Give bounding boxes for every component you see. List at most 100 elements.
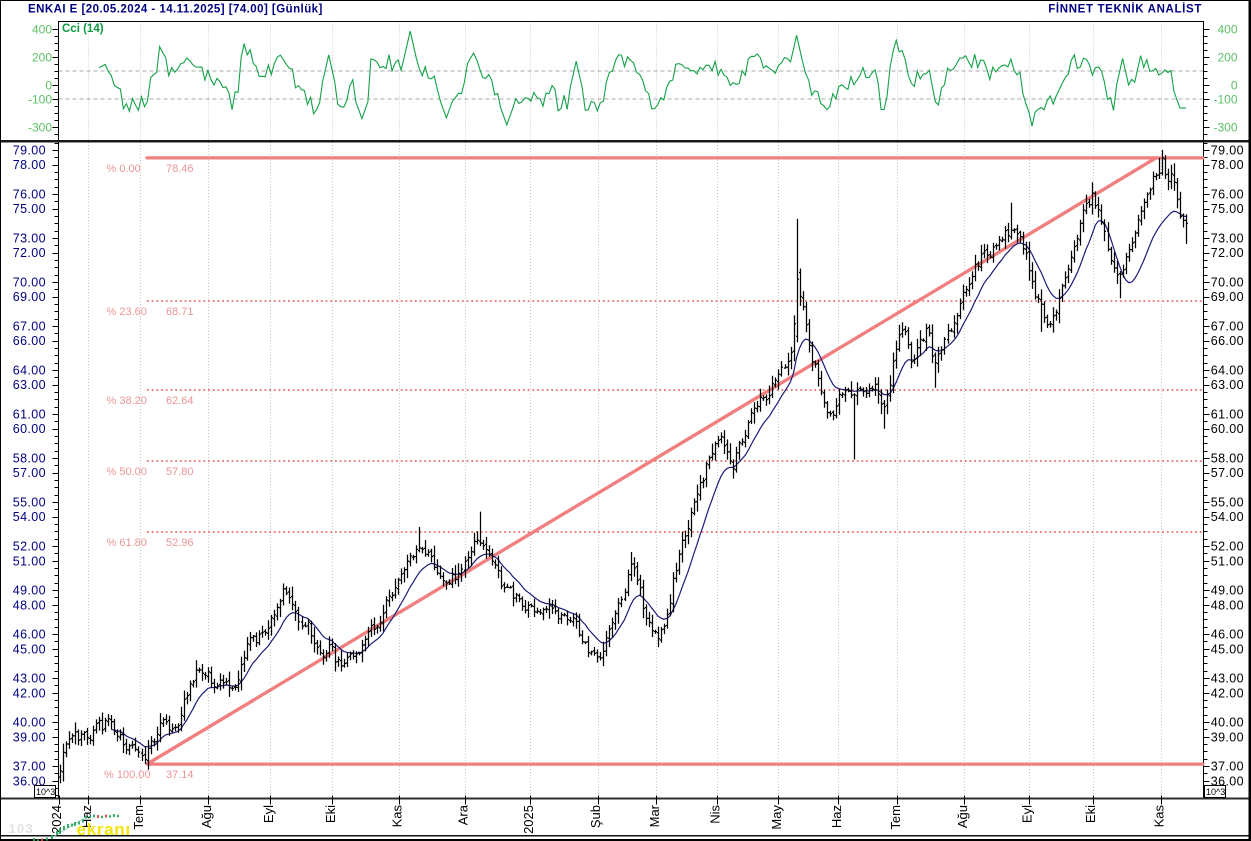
svg-text:Eyl: Eyl <box>1019 805 1034 823</box>
svg-text:Haz: Haz <box>829 805 844 828</box>
svg-text:42.00: 42.00 <box>1211 686 1244 700</box>
svg-text:55.00: 55.00 <box>1211 496 1244 510</box>
svg-text:78.00: 78.00 <box>1211 158 1244 172</box>
svg-text:39.00: 39.00 <box>1211 730 1244 744</box>
svg-text:37.00: 37.00 <box>13 760 46 774</box>
svg-text:% 61.80: % 61.80 <box>107 537 147 549</box>
svg-text:64.00: 64.00 <box>13 364 46 378</box>
svg-text:200: 200 <box>32 51 52 65</box>
svg-text:37.00: 37.00 <box>1211 760 1244 774</box>
svg-text:400: 400 <box>1217 23 1237 37</box>
svg-text:45.00: 45.00 <box>13 642 46 656</box>
svg-text:ENKAI E [20.05.2024 - 14.11.2: ENKAI E [20.05.2024 - 14.11.2025] [74.00… <box>28 4 323 16</box>
svg-text:% 50.00: % 50.00 <box>107 466 147 478</box>
svg-text:May: May <box>769 805 784 830</box>
svg-text:61.00: 61.00 <box>1211 408 1244 422</box>
svg-text:54.00: 54.00 <box>13 510 46 524</box>
svg-text:58.00: 58.00 <box>13 452 46 466</box>
svg-text:52.00: 52.00 <box>1211 540 1244 554</box>
svg-text:2024: 2024 <box>49 805 64 834</box>
svg-text:78.00: 78.00 <box>13 158 46 172</box>
svg-text:% 0.00: % 0.00 <box>107 163 141 175</box>
svg-text:79.00: 79.00 <box>1211 144 1244 158</box>
svg-text:52.96: 52.96 <box>166 537 194 549</box>
svg-text:69.00: 69.00 <box>1211 290 1244 304</box>
svg-text:60.00: 60.00 <box>13 422 46 436</box>
svg-text:45.00: 45.00 <box>1211 642 1244 656</box>
svg-text:76.00: 76.00 <box>1211 188 1244 202</box>
svg-text:66.00: 66.00 <box>13 334 46 348</box>
svg-text:55.00: 55.00 <box>13 496 46 510</box>
svg-text:52.00: 52.00 <box>13 540 46 554</box>
svg-text:49.00: 49.00 <box>1211 584 1244 598</box>
svg-text:Şub: Şub <box>588 805 603 828</box>
svg-text:48.00: 48.00 <box>13 598 46 612</box>
svg-text:68.71: 68.71 <box>166 306 194 318</box>
svg-text:58.00: 58.00 <box>1211 452 1244 466</box>
svg-text:0: 0 <box>1231 79 1238 93</box>
svg-text:103: 103 <box>9 821 34 836</box>
svg-text:FİNNET TEKNİK ANALİST: FİNNET TEKNİK ANALİST <box>1048 3 1202 16</box>
svg-text:Eki: Eki <box>1083 805 1098 823</box>
svg-text:% 38.20: % 38.20 <box>107 395 147 407</box>
svg-text:73.00: 73.00 <box>13 232 46 246</box>
svg-text:-100: -100 <box>28 93 52 107</box>
svg-text:69.00: 69.00 <box>13 290 46 304</box>
svg-text:40.00: 40.00 <box>1211 716 1244 730</box>
svg-text:66.00: 66.00 <box>1211 334 1244 348</box>
svg-text:75.00: 75.00 <box>13 202 46 216</box>
svg-text:10^3: 10^3 <box>1206 787 1225 797</box>
svg-text:78.46: 78.46 <box>166 163 194 175</box>
svg-text:48.00: 48.00 <box>1211 598 1244 612</box>
svg-text:2025: 2025 <box>521 805 536 834</box>
svg-text:ekranı: ekranı <box>77 820 131 839</box>
svg-text:63.00: 63.00 <box>13 378 46 392</box>
svg-text:60.00: 60.00 <box>1211 422 1244 436</box>
svg-text:51.00: 51.00 <box>1211 554 1244 568</box>
svg-text:70.00: 70.00 <box>1211 276 1244 290</box>
svg-text:46.00: 46.00 <box>13 628 46 642</box>
svg-text:10^3: 10^3 <box>36 787 55 797</box>
svg-text:62.64: 62.64 <box>166 395 194 407</box>
svg-text:79.00: 79.00 <box>13 144 46 158</box>
svg-text:Kas: Kas <box>1152 805 1167 828</box>
svg-text:46.00: 46.00 <box>1211 628 1244 642</box>
svg-text:36.00: 36.00 <box>1211 774 1244 788</box>
svg-text:Cci (14): Cci (14) <box>62 23 104 35</box>
svg-text:51.00: 51.00 <box>13 554 46 568</box>
svg-text:0: 0 <box>45 79 52 93</box>
svg-text:70.00: 70.00 <box>13 276 46 290</box>
svg-text:Tem: Tem <box>131 805 146 830</box>
svg-text:Tem: Tem <box>888 805 903 830</box>
svg-text:Ağu: Ağu <box>199 805 214 828</box>
svg-text:72.00: 72.00 <box>1211 246 1244 260</box>
svg-text:57.80: 57.80 <box>166 466 194 478</box>
svg-text:Ağu: Ağu <box>955 805 970 828</box>
svg-text:43.00: 43.00 <box>13 672 46 686</box>
svg-text:54.00: 54.00 <box>1211 510 1244 524</box>
svg-text:-300: -300 <box>1213 121 1237 135</box>
svg-text:67.00: 67.00 <box>1211 320 1244 334</box>
svg-text:400: 400 <box>32 23 52 37</box>
svg-text:75.00: 75.00 <box>1211 202 1244 216</box>
svg-text:37.14: 37.14 <box>166 769 194 781</box>
svg-text:% 100.00: % 100.00 <box>104 769 150 781</box>
svg-text:Mar: Mar <box>647 804 662 827</box>
svg-text:57.00: 57.00 <box>1211 466 1244 480</box>
svg-text:200: 200 <box>1217 51 1237 65</box>
svg-text:67.00: 67.00 <box>13 320 46 334</box>
svg-text:64.00: 64.00 <box>1211 364 1244 378</box>
svg-text:63.00: 63.00 <box>1211 378 1244 392</box>
svg-text:76.00: 76.00 <box>13 188 46 202</box>
svg-text:% 23.60: % 23.60 <box>107 306 147 318</box>
svg-text:57.00: 57.00 <box>13 466 46 480</box>
svg-text:43.00: 43.00 <box>1211 672 1244 686</box>
svg-text:Ara: Ara <box>455 804 470 825</box>
svg-text:40.00: 40.00 <box>13 716 46 730</box>
svg-text:Kas: Kas <box>390 805 405 828</box>
svg-text:-100: -100 <box>1213 93 1237 107</box>
svg-text:39.00: 39.00 <box>13 730 46 744</box>
svg-text:73.00: 73.00 <box>1211 232 1244 246</box>
svg-text:-300: -300 <box>28 121 52 135</box>
svg-text:49.00: 49.00 <box>13 584 46 598</box>
